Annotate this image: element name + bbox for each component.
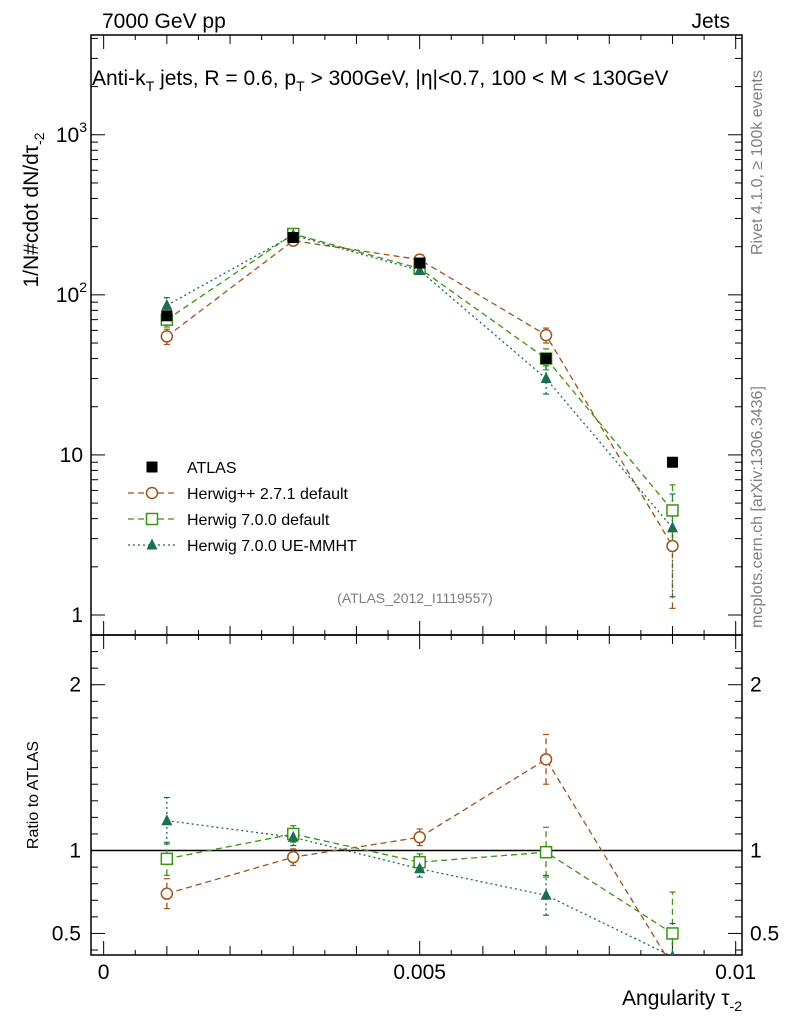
ratio-ytick-label-left: 1 [69,840,81,863]
main-point-herwig7ue [666,521,678,533]
ratio-ylabel: Ratio to ATLAS [25,741,42,849]
ratio-point-herwig7 [539,845,553,859]
ratio-point-herwigpp [160,887,174,900]
main-point-atlas [540,353,552,365]
ratio-point-herwig7ue [414,862,426,874]
header-left: 7000 GeV pp [102,10,226,33]
ratio-point-herwig7 [666,927,679,940]
legend-label-atlas: ATLAS [187,460,237,477]
main-point-atlas [414,257,426,269]
xlabel: Angularity τ-2 [622,987,742,1014]
main-point-atlas [161,310,173,322]
ratio-point-herwigpp [287,850,300,864]
ratio-ytick-label-right: 2 [750,674,762,697]
main-point-herwigpp [160,330,174,343]
ratio-point-herwig7ue [670,950,675,955]
main-ytick-label: 1 [71,604,83,627]
analysis-id: (ATLAS_2012_I1119557) [337,590,493,606]
legend-label-herwigpp: Herwig++ 2.7.1 default [187,486,349,503]
legend-marker-herwigpp [145,486,159,500]
ratio-ytick-label-right: 0.5 [750,922,779,945]
main-line-herwigpp [166,239,674,547]
main-ytick-label: 10 [60,444,83,467]
rivet-side-text: Rivet 4.1.0, ≥ 100k events [749,70,766,255]
main-ylabel: 1/N#cdot dN/dτ-2 [20,132,47,287]
ratio-point-herwig7ue [540,888,552,900]
legend-marker-atlas [146,461,158,473]
header-right: Jets [691,10,730,33]
ratio-ytick-label-left: 0.5 [52,922,81,945]
ratio-ytick-label-left: 2 [69,674,81,697]
ratio-plot-frame [90,634,743,956]
ratio-point-herwig7ue [287,830,299,842]
main-ytick-label: 102 [56,279,87,307]
ratio-point-herwig7 [160,852,174,866]
mcplots-side-text: mcplots.cern.ch [arXiv:1306.3436] [749,386,766,628]
ratio-point-herwig7ue [161,814,173,826]
main-point-atlas [287,232,299,244]
ratio-ytick-label-right: 1 [750,840,762,863]
main-point-herwig7ue [161,298,173,310]
main-point-herwigpp [539,328,553,342]
ratio-series-group [160,733,679,955]
xtick-label: 0.01 [715,961,756,984]
main-point-herwigpp [666,539,679,553]
main-line-herwig7 [166,233,673,511]
main-point-herwig7ue [414,263,426,275]
legend-label-herwig7ue: Herwig 7.0.0 UE-MMHT [187,538,357,555]
ratio-point-herwigpp [539,753,553,766]
ratio-point-herwigpp [413,831,426,844]
main-ytick-label: 103 [56,119,87,147]
xtick-label: 0.005 [393,961,446,984]
legend-marker-herwig7 [145,512,159,526]
legend-label-herwig7: Herwig 7.0.0 default [187,512,330,529]
main-point-herwig7 [666,504,679,517]
main-point-atlas [666,456,678,468]
main-series-group [160,227,679,609]
ratio-line-herwig7 [166,833,673,934]
main-point-herwig7ue [540,372,552,384]
legend-marker-herwig7ue [146,538,158,550]
plot-title: Anti-kT jets, R = 0.6, pT > 300GeV, |η|<… [92,67,669,94]
xtick-label: 0 [98,961,110,984]
